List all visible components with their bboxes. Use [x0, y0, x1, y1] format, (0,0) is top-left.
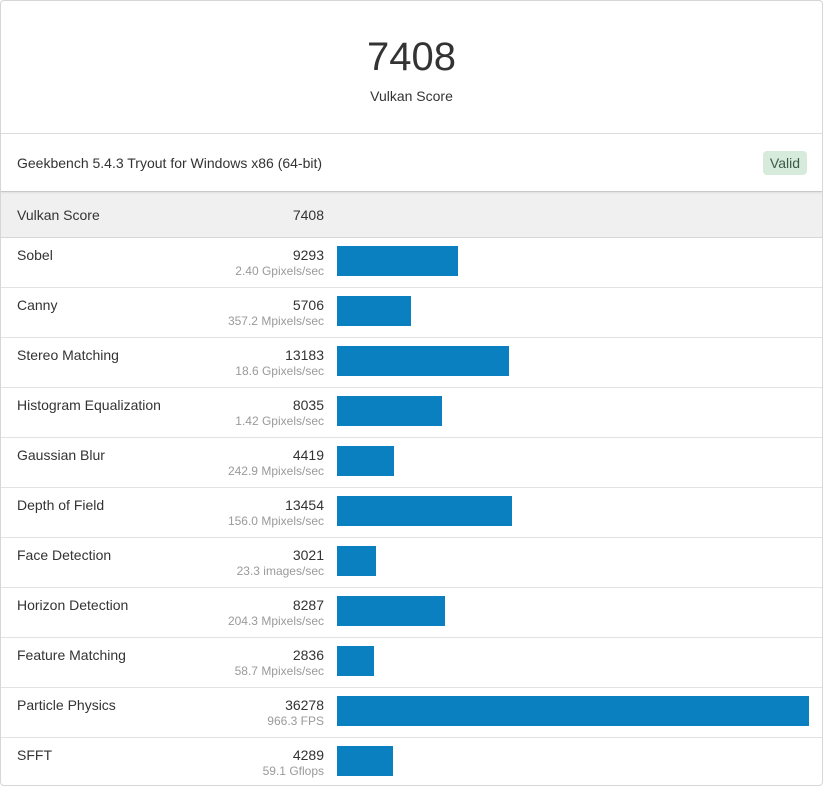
workload-row: Face Detection 3021 23.3 images/sec — [1, 538, 822, 588]
summary-name: Vulkan Score — [17, 207, 100, 223]
workload-name: Gaussian Blur — [17, 447, 105, 463]
workload-bar — [337, 396, 442, 426]
workload-score: 9293 — [292, 247, 324, 263]
workload-name: Histogram Equalization — [17, 397, 161, 413]
workload-row: SFFT 4289 59.1 Gflops — [1, 738, 822, 785]
workload-bar — [337, 696, 809, 726]
workload-bar — [337, 496, 512, 526]
summary-row: Vulkan Score 7408 — [1, 192, 822, 238]
workload-row: Sobel 9293 2.40 Gpixels/sec — [1, 238, 822, 288]
workload-metric: 357.2 Mpixels/sec — [227, 314, 324, 328]
workload-name: Canny — [17, 297, 58, 313]
benchmark-version: Geekbench 5.4.3 Tryout for Windows x86 (… — [17, 154, 323, 171]
workload-score: 36278 — [285, 697, 324, 713]
workload-metric: 1.42 Gpixels/sec — [235, 414, 324, 428]
workload-metric: 59.1 Gflops — [262, 764, 324, 778]
workload-bar — [337, 596, 445, 626]
workload-score: 4289 — [292, 747, 324, 763]
workload-bar-track — [337, 446, 809, 476]
workload-metric: 966.3 FPS — [267, 714, 324, 728]
score-header: 7408 Vulkan Score — [1, 1, 822, 134]
workload-bar-track — [337, 596, 809, 626]
summary-value: 7408 — [292, 207, 324, 223]
workload-score: 2836 — [292, 647, 324, 663]
workload-metric: 23.3 images/sec — [236, 564, 324, 578]
workload-name: Sobel — [17, 247, 53, 263]
workload-metric: 204.3 Mpixels/sec — [227, 614, 324, 628]
workload-name: Particle Physics — [17, 697, 116, 713]
workload-name: SFFT — [17, 747, 52, 763]
workload-bar-track — [337, 746, 809, 776]
workload-bar-track — [337, 646, 809, 676]
overall-score-label: Vulkan Score — [370, 88, 453, 104]
workload-score: 4419 — [292, 447, 324, 463]
workload-row: Feature Matching 2836 58.7 Mpixels/sec — [1, 638, 822, 688]
workload-table: Sobel 9293 2.40 Gpixels/sec Canny 5706 357.2 … — [1, 238, 822, 785]
workload-name: Depth of Field — [17, 497, 105, 513]
workload-row: Depth of Field 13454 156.0 Mpixels/sec — [1, 488, 822, 538]
workload-bar-track — [337, 496, 809, 526]
workload-name: Horizon Detection — [17, 597, 129, 613]
workload-score: 8287 — [292, 597, 324, 613]
benchmark-info-row: Geekbench 5.4.3 Tryout for Windows x86 (… — [1, 134, 822, 192]
overall-score: 7408 — [367, 35, 456, 79]
workload-score: 13183 — [285, 347, 324, 363]
workload-row: Histogram Equalization 8035 1.42 Gpixels/s… — [1, 388, 822, 438]
workload-bar-track — [337, 246, 809, 276]
workload-bar — [337, 346, 509, 376]
workload-bar-track — [337, 346, 809, 376]
workload-name: Feature Matching — [17, 647, 126, 663]
workload-metric: 58.7 Mpixels/sec — [234, 664, 324, 678]
workload-bar — [337, 446, 394, 476]
workload-bar — [337, 646, 374, 676]
workload-score: 3021 — [292, 547, 324, 563]
workload-bar — [337, 296, 411, 326]
workload-row: Horizon Detection 8287 204.3 Mpixels/sec — [1, 588, 822, 638]
workload-bar-track — [337, 296, 809, 326]
workload-bar — [337, 746, 393, 776]
workload-metric: 242.9 Mpixels/sec — [227, 464, 324, 478]
workload-score: 5706 — [292, 297, 324, 313]
workload-metric: 2.40 Gpixels/sec — [235, 264, 324, 278]
valid-badge: Valid — [762, 150, 807, 175]
workload-bar-track — [337, 546, 809, 576]
workload-bar-track — [337, 396, 809, 426]
workload-score: 8035 — [292, 397, 324, 413]
workload-row: Stereo Matching 13183 18.6 Gpixels/sec — [1, 338, 822, 388]
workload-metric: 156.0 Mpixels/sec — [227, 514, 324, 528]
workload-metric: 18.6 Gpixels/sec — [235, 364, 324, 378]
workload-name: Stereo Matching — [17, 347, 119, 363]
workload-score: 13454 — [285, 497, 324, 513]
workload-name: Face Detection — [17, 547, 112, 563]
workload-bar — [337, 546, 376, 576]
workload-row: Gaussian Blur 4419 242.9 Mpixels/sec — [1, 438, 822, 488]
workload-bar — [337, 246, 458, 276]
workload-row: Particle Physics 36278 966.3 FPS — [1, 688, 822, 738]
workload-row: Canny 5706 357.2 Mpixels/sec — [1, 288, 822, 338]
workload-bar-track — [337, 696, 809, 726]
